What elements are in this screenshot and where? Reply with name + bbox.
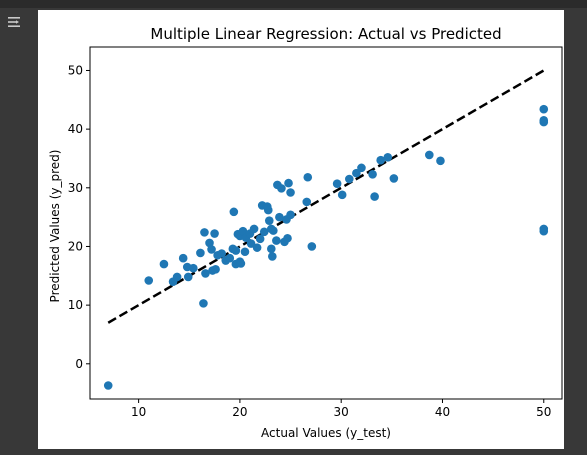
data-point — [286, 188, 295, 197]
data-point — [539, 226, 549, 236]
data-point — [259, 227, 269, 237]
data-point — [284, 178, 293, 188]
data-point — [144, 276, 154, 285]
data-point — [264, 216, 274, 225]
y-tick-label: 20 — [68, 239, 83, 253]
data-point — [103, 381, 113, 390]
y-tick-label: 50 — [68, 63, 83, 77]
data-point — [252, 243, 262, 252]
data-point — [277, 184, 286, 193]
data-point — [199, 299, 208, 308]
data-point — [217, 249, 226, 258]
data-point — [200, 228, 209, 237]
data-point — [539, 116, 549, 125]
data-point — [425, 150, 434, 160]
x-tick-label: 10 — [131, 405, 146, 419]
data-point — [246, 239, 256, 248]
reference-line — [107, 69, 545, 324]
data-point — [236, 259, 246, 268]
data-point — [302, 197, 312, 207]
data-point — [337, 190, 347, 200]
data-point — [307, 242, 317, 251]
y-tick-label: 0 — [75, 357, 83, 371]
chart-title: Multiple Linear Regression: Actual vs Pr… — [150, 25, 501, 43]
x-tick-label: 40 — [435, 405, 450, 419]
data-point — [272, 236, 281, 245]
data-point — [240, 247, 250, 257]
output-gutter — [0, 8, 30, 455]
data-point — [332, 179, 342, 188]
plot-frame — [89, 46, 563, 400]
data-point — [231, 246, 241, 255]
data-point — [269, 226, 278, 235]
data-point — [189, 263, 198, 273]
data-point — [211, 265, 220, 274]
data-point — [201, 269, 210, 278]
data-point — [275, 212, 284, 222]
output-toggle-icon[interactable] — [5, 13, 23, 31]
x-axis-label: Actual Values (y_test) — [261, 426, 391, 440]
data-point — [238, 226, 248, 236]
data-point — [357, 163, 366, 173]
x-tick-label: 50 — [536, 405, 551, 419]
x-tick-label: 20 — [232, 405, 247, 419]
data-point — [172, 272, 182, 282]
y-axis-label: Predicted Values (y_pred) — [48, 150, 62, 303]
y-tick-label: 10 — [68, 298, 83, 312]
x-tick-label: 30 — [334, 405, 349, 419]
data-point — [389, 174, 399, 183]
data-point — [436, 156, 445, 166]
data-point — [255, 234, 265, 244]
data-point — [207, 245, 216, 254]
data-point — [267, 244, 276, 254]
data-point — [159, 259, 169, 269]
data-point — [383, 152, 393, 162]
y-tick-label: 40 — [68, 122, 83, 136]
data-point — [268, 252, 277, 261]
data-point — [205, 238, 214, 248]
data-point — [249, 224, 259, 234]
data-point — [376, 155, 385, 165]
data-point — [368, 170, 377, 179]
y-tick-label: 30 — [68, 181, 83, 195]
data-point — [370, 192, 379, 201]
data-point — [303, 172, 313, 182]
scatter-chart: Multiple Linear Regression: Actual vs Pr… — [48, 25, 563, 440]
data-point — [210, 229, 219, 238]
data-point — [263, 205, 273, 215]
data-point — [286, 210, 295, 220]
figure-canvas: Multiple Linear Regression: Actual vs Pr… — [38, 10, 564, 449]
data-point — [539, 104, 549, 114]
notebook-top-bar — [0, 0, 587, 8]
data-point — [283, 233, 292, 243]
data-point — [178, 253, 188, 263]
data-point — [225, 253, 235, 263]
data-point — [196, 248, 205, 258]
data-point — [344, 174, 354, 184]
data-point — [229, 207, 239, 217]
data-point — [183, 272, 193, 282]
